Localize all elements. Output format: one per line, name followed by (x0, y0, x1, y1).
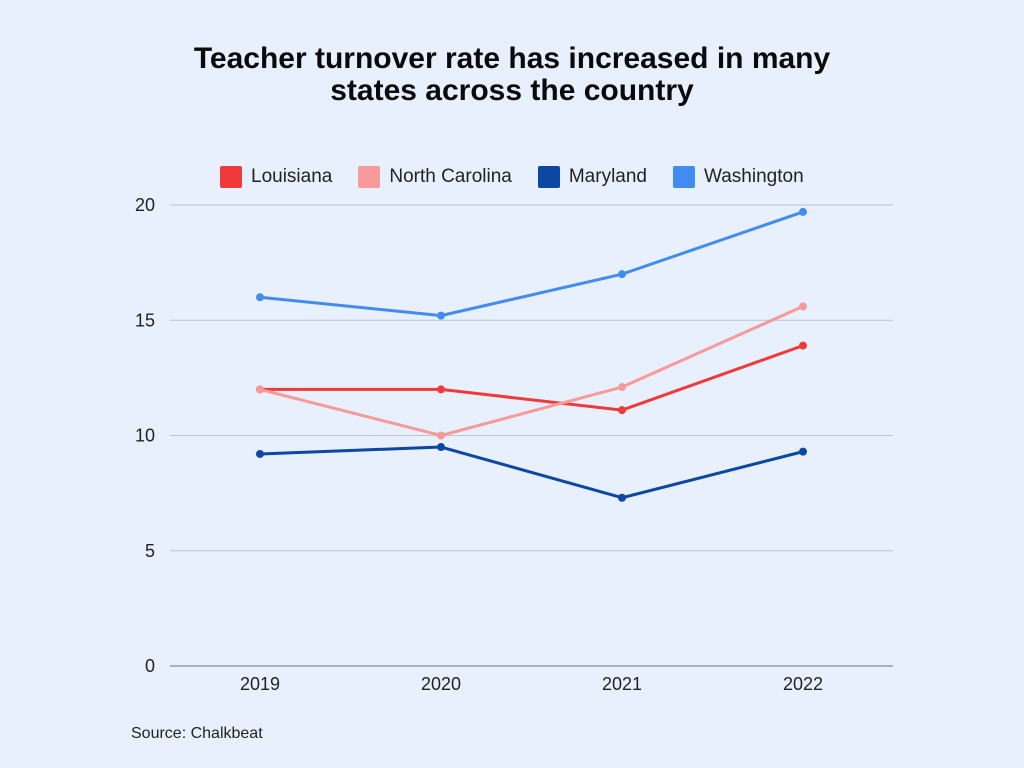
chart-legend: Louisiana North Carolina Maryland Washin… (220, 165, 830, 189)
y-tick-label-5: 5 (145, 541, 155, 561)
chart-title-line-1: Teacher turnover rate has increased in m… (193, 42, 831, 75)
legend-item-washington: Washington (673, 166, 804, 188)
data-point-louisiana-2022 (799, 341, 807, 350)
legend-swatch-north-carolina (358, 166, 381, 188)
legend-item-louisiana: Louisiana (220, 166, 332, 188)
source-note: Source: Chalkbeat (131, 725, 263, 742)
series-line-washington (258, 210, 805, 318)
data-point-north-carolina-2021 (618, 383, 626, 392)
data-point-maryland-2020 (437, 443, 445, 452)
legend-item-north-carolina: North Carolina (358, 166, 512, 188)
series-line-louisiana (258, 344, 805, 412)
data-point-louisiana-2020 (437, 385, 445, 394)
data-point-washington-2020 (437, 311, 445, 320)
y-tick-label-15: 15 (135, 310, 155, 330)
legend-label-maryland: Maryland (568, 166, 647, 187)
legend-swatch-washington (673, 166, 695, 188)
x-tick-label-2021: 2021 (602, 674, 642, 694)
data-point-washington-2022 (799, 207, 807, 216)
data-point-washington-2019 (256, 293, 264, 302)
chart-title: Teacher turnover rate has increased in m… (112, 43, 912, 107)
legend-label-louisiana: Louisiana (251, 166, 333, 187)
data-point-washington-2021 (618, 270, 626, 279)
data-point-maryland-2019 (256, 449, 264, 458)
data-point-north-carolina-2020 (437, 431, 445, 440)
series-line-maryland (258, 445, 805, 500)
y-tick-label-20: 20 (135, 195, 155, 215)
data-point-louisiana-2021 (618, 406, 626, 415)
y-tick-label-10: 10 (135, 426, 155, 446)
y-tick-label-0: 0 (145, 656, 155, 676)
data-point-north-carolina-2022 (799, 302, 807, 311)
series-line-north-carolina (258, 304, 805, 437)
legend-label-washington: Washington (704, 166, 804, 187)
data-point-maryland-2021 (618, 493, 626, 502)
legend-item-maryland: Maryland (537, 166, 647, 188)
x-tick-label-2020: 2020 (421, 674, 461, 694)
legend-swatch-louisiana (220, 166, 242, 188)
x-tick-label-2019: 2019 (240, 674, 280, 694)
x-tick-label-2022: 2022 (783, 674, 823, 694)
data-point-maryland-2022 (799, 447, 807, 456)
data-point-north-carolina-2019 (256, 385, 264, 394)
chart-title-line-2: states across the country (330, 74, 694, 107)
legend-swatch-maryland (537, 166, 560, 188)
legend-label-north-carolina: North Carolina (389, 166, 512, 187)
